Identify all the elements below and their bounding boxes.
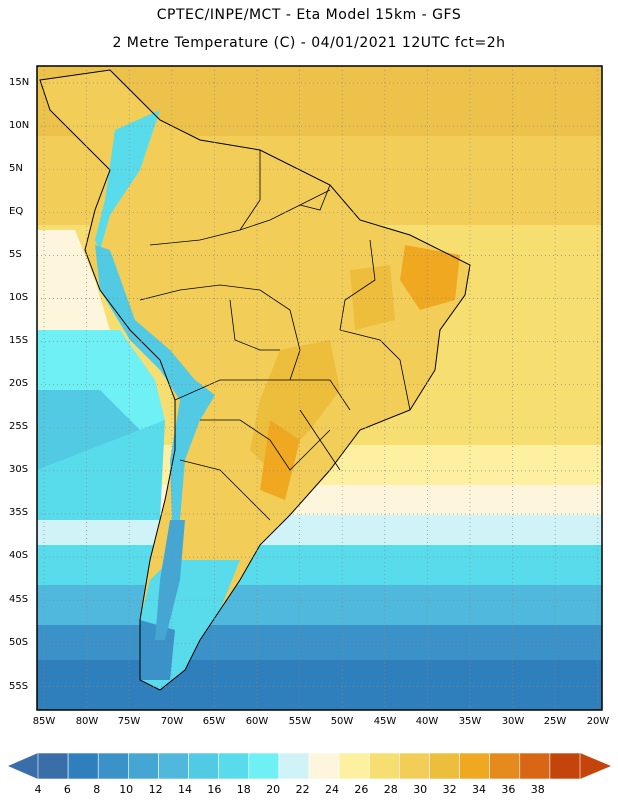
lat-label: 25S — [9, 421, 29, 432]
colorbar-label: 30 — [413, 783, 428, 796]
colorbar-label: 18 — [236, 783, 251, 796]
colorbar-label: 6 — [63, 783, 71, 796]
colorbar-swatch — [158, 752, 189, 780]
colorbar-label: 16 — [207, 783, 222, 796]
ocean-band-8 — [37, 625, 602, 660]
title-line-1: CPTEC/INPE/MCT - Eta Model 15km - GFS — [156, 7, 462, 23]
colorbar-swatch — [459, 752, 490, 780]
lon-label: 55W — [288, 716, 312, 727]
colorbar-swatch — [218, 752, 250, 780]
colorbar-swatch — [248, 752, 280, 780]
coastline — [39, 69, 471, 691]
colorbar-label: 36 — [501, 783, 516, 796]
colorbar-label: 28 — [383, 783, 398, 796]
colorbar-swatch — [549, 752, 581, 780]
andes-central — [95, 245, 215, 520]
lon-label: 60W — [245, 716, 269, 727]
colorbar-swatch — [188, 752, 219, 780]
lon-label: 75W — [117, 716, 141, 727]
hot-region-northeast — [400, 245, 460, 310]
pacific-cool-water-2 — [37, 390, 140, 470]
temperature-field — [37, 66, 602, 710]
lat-label: EQ — [9, 206, 24, 217]
colorbar-swatch — [338, 752, 370, 780]
grid-lines — [37, 66, 602, 710]
colorbar-label: 4 — [34, 783, 42, 796]
pacific-warm-tongue — [37, 230, 110, 330]
colorbar-swatch — [278, 752, 310, 780]
colorbar-label: 14 — [178, 783, 192, 796]
colorbar-swatch — [67, 752, 99, 780]
colorbar-label: 8 — [93, 783, 101, 796]
lat-label: 15N — [9, 77, 30, 88]
colorbar-label: 26 — [354, 783, 369, 796]
colorbar-swatch — [429, 752, 460, 780]
lon-label: 35W — [458, 716, 482, 727]
lon-label: 80W — [75, 716, 99, 727]
lon-label: 65W — [202, 716, 226, 727]
colorbar-label: 12 — [148, 783, 163, 796]
lon-label: 20W — [586, 716, 610, 727]
lon-label: 30W — [501, 716, 525, 727]
lat-label: 40S — [9, 550, 29, 561]
ocean-band-16 — [37, 545, 602, 585]
colorbar-label: 24 — [325, 783, 339, 796]
lon-label: 45W — [373, 716, 397, 727]
lon-label: 85W — [32, 716, 56, 727]
ocean-band-12 — [37, 585, 602, 625]
colorbar-swatch — [519, 752, 551, 780]
colorbar-label: 34 — [472, 783, 486, 796]
lat-label: 10N — [9, 120, 30, 131]
lat-label: 15S — [9, 335, 29, 346]
colorbar-label: 32 — [442, 783, 457, 796]
andes-south — [155, 520, 185, 640]
colorbar-arrow-left — [8, 753, 38, 779]
colorbar-swatch — [97, 752, 129, 780]
colorbar-label: 20 — [266, 783, 281, 796]
colorbar-swatch — [399, 752, 430, 780]
lat-label: 30S — [9, 464, 29, 475]
lat-label: 20S — [9, 378, 29, 389]
lon-label: 50W — [330, 716, 354, 727]
map-frame — [36, 65, 603, 711]
hot-region-north — [350, 265, 395, 330]
lon-label: 70W — [160, 716, 184, 727]
lon-label: 40W — [415, 716, 439, 727]
lon-label: 25W — [543, 716, 567, 727]
colorbar-swatch — [128, 752, 159, 780]
pacific-cool-water-3 — [37, 420, 165, 520]
colorbar-swatch — [368, 752, 400, 780]
colorbar-arrow-right — [580, 753, 611, 779]
lat-label: 45S — [9, 594, 29, 605]
title-line-2: 2 Metre Temperature (C) - 04/01/2021 12U… — [112, 35, 506, 51]
lat-label: 5S — [9, 249, 22, 260]
colorbar-label: 10 — [119, 783, 134, 796]
lat-label: 5N — [9, 163, 23, 174]
colorbar — [8, 752, 611, 780]
colorbar-swatch — [37, 752, 69, 780]
lat-label: 55S — [9, 681, 29, 692]
colorbar-label: 22 — [295, 783, 310, 796]
andes-north — [95, 110, 160, 250]
lat-label: 10S — [9, 292, 29, 303]
colorbar-label: 38 — [530, 783, 545, 796]
colorbar-swatch — [489, 752, 521, 780]
colorbar-swatch — [308, 752, 340, 780]
lat-label: 35S — [9, 507, 29, 518]
ocean-band-6 — [37, 660, 602, 710]
lat-label: 50S — [9, 637, 29, 648]
